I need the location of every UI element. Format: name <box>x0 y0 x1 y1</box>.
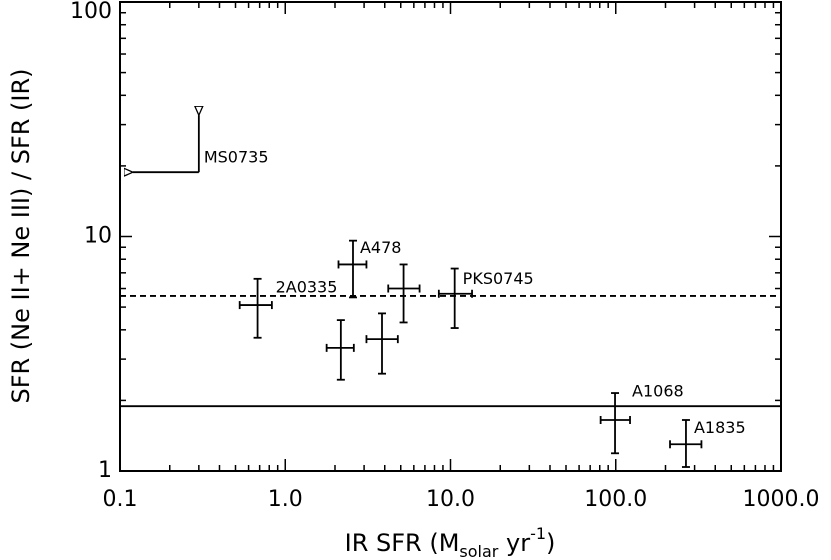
x-label-part: IR SFR (M <box>345 529 460 557</box>
x-axis-label: IR SFR (Msolar yr-1) <box>345 524 556 560</box>
plot-frame <box>119 1 782 472</box>
y-tick-label: 10 <box>84 224 112 249</box>
x-tick-label: 100.0 <box>584 487 647 512</box>
point-label: MS0735 <box>204 148 269 167</box>
point-label: A1068 <box>632 382 684 401</box>
x-label-part: yr <box>498 529 530 557</box>
x-tick-label: 1000.0 <box>743 487 820 512</box>
x-label-sub: solar <box>459 542 498 560</box>
x-label-sup: -1 <box>530 524 546 543</box>
point-label: A1835 <box>694 418 746 437</box>
y-tick-label: 100 <box>70 0 112 24</box>
y-axis-label: SFR (Ne II+ Ne III) / SFR (IR) <box>7 68 35 403</box>
x-tick-label: 1.0 <box>268 487 303 512</box>
x-tick-label: 0.1 <box>103 487 138 512</box>
x-tick-label: 10.0 <box>426 487 475 512</box>
x-label-part: ) <box>546 529 555 557</box>
point-label: 2A0335 <box>276 278 338 297</box>
y-tick-label: 1 <box>98 458 112 483</box>
point-label: A478 <box>360 238 401 257</box>
point-label: PKS0745 <box>463 269 534 288</box>
